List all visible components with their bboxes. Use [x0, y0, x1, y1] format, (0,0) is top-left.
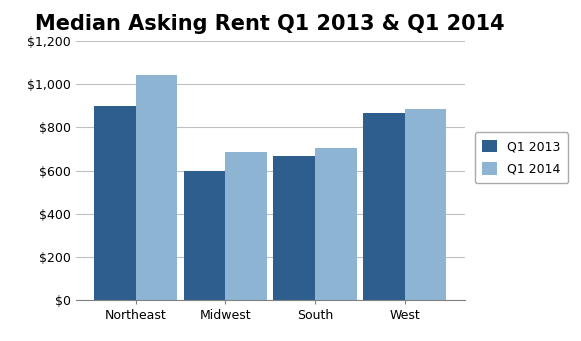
Bar — [184, 170, 225, 300]
Bar — [225, 152, 267, 300]
Bar — [404, 109, 446, 300]
Bar — [94, 106, 136, 300]
Bar — [274, 157, 315, 300]
Bar — [315, 148, 357, 300]
Bar — [136, 75, 177, 300]
Legend: Q1 2013, Q1 2014: Q1 2013, Q1 2014 — [475, 132, 568, 183]
Bar — [363, 113, 404, 300]
Title: Median Asking Rent Q1 2013 & Q1 2014: Median Asking Rent Q1 2013 & Q1 2014 — [35, 14, 505, 34]
